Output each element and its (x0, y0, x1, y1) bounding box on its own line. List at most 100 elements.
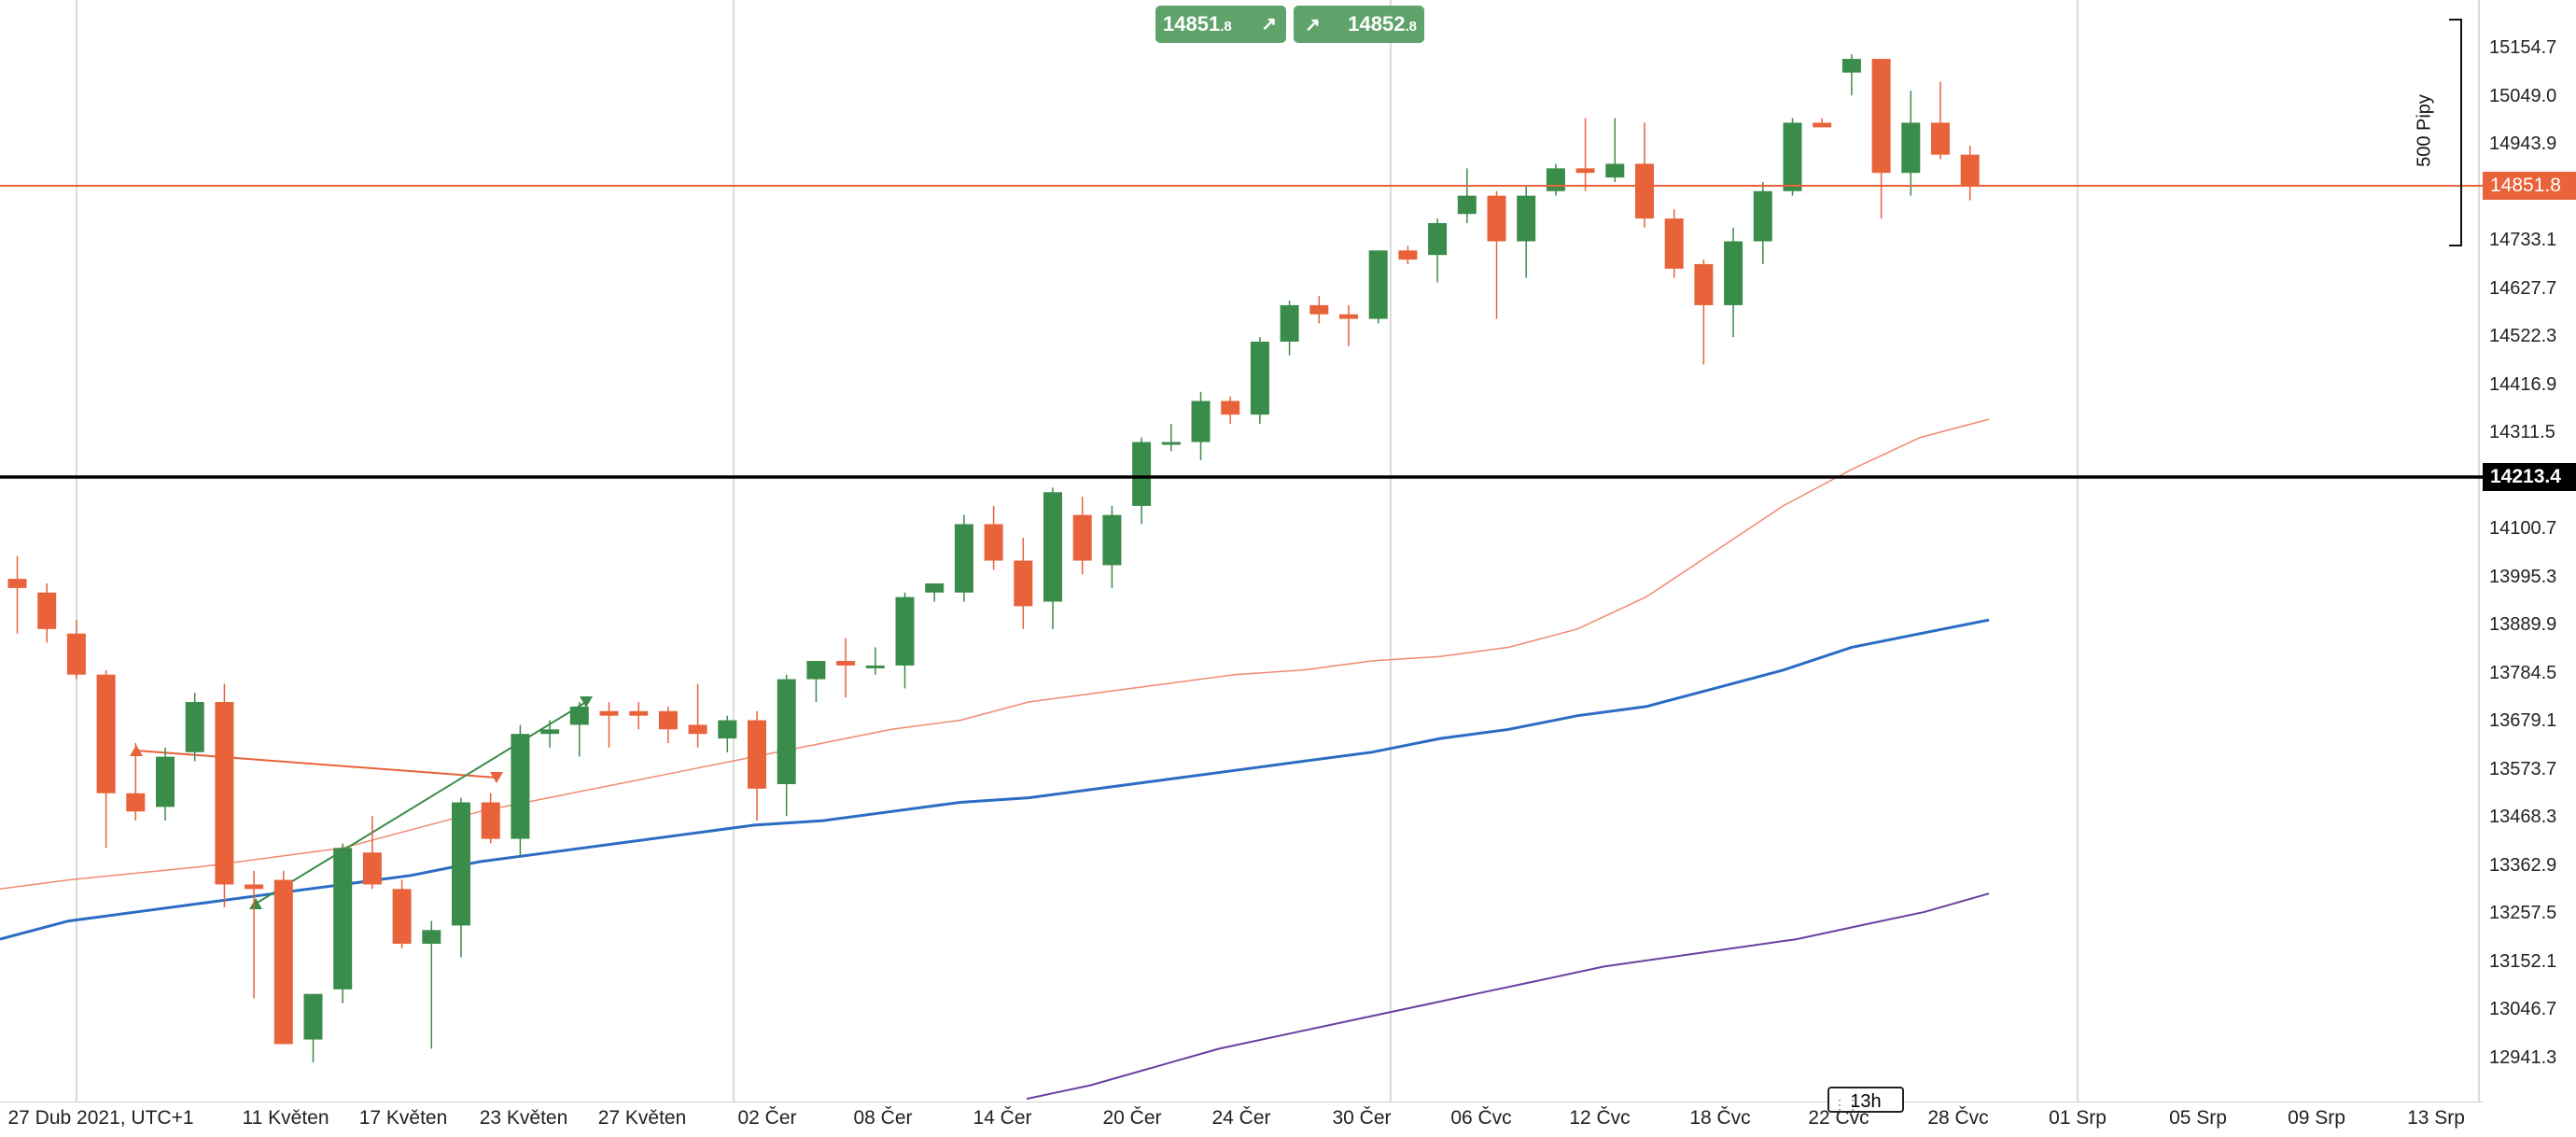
candle[interactable] (452, 797, 470, 958)
candle[interactable] (96, 669, 116, 849)
candle[interactable] (1309, 296, 1329, 324)
candle[interactable] (1546, 163, 1565, 196)
date-tick-label: 28 Čvc (1927, 1107, 1989, 1129)
candle[interactable] (37, 583, 57, 643)
candle[interactable] (7, 555, 27, 634)
date-tick-label: 24 Čer (1211, 1107, 1271, 1129)
candle[interactable] (1014, 538, 1033, 629)
candle[interactable] (984, 505, 1003, 570)
candle-body (1014, 560, 1033, 607)
candle[interactable] (895, 592, 915, 689)
candle[interactable] (777, 674, 796, 817)
candle[interactable] (865, 647, 885, 675)
candle-body (422, 930, 441, 944)
bull-marker-end (580, 696, 593, 708)
price-scale[interactable]: 15154.7 15049.0 14943.9 14733.1 14627.7 14522… (2478, 0, 2576, 1103)
candle[interactable] (215, 683, 234, 907)
candle[interactable] (1457, 168, 1477, 223)
pips-range-bracket[interactable] (2449, 19, 2462, 246)
price-tick-label: 13152.1 (2489, 950, 2557, 972)
candle[interactable] (599, 702, 619, 748)
candle[interactable] (658, 706, 678, 743)
timeframe-badge[interactable]: ⋮⋮ 13h (1827, 1087, 1904, 1113)
candle[interactable] (392, 879, 412, 948)
candle[interactable] (1635, 122, 1654, 228)
candle[interactable] (66, 620, 86, 680)
date-tick-label: 14 Čer (973, 1107, 1032, 1129)
candle-body (273, 879, 293, 1045)
candle[interactable] (718, 715, 737, 752)
candle[interactable] (629, 702, 649, 730)
candle-body (836, 661, 856, 666)
candle[interactable] (836, 638, 856, 698)
candle[interactable] (1605, 118, 1625, 182)
candle[interactable] (1280, 301, 1299, 356)
candle-body (954, 524, 973, 593)
candle[interactable] (1813, 118, 1832, 128)
arrow-up-right-icon: ↗ (1261, 14, 1277, 35)
candle-body (1931, 122, 1950, 155)
candle[interactable] (1102, 505, 1122, 588)
candle-body (1043, 492, 1062, 602)
candle[interactable] (156, 747, 175, 821)
candle[interactable] (1901, 91, 1921, 196)
candle[interactable] (422, 920, 441, 1049)
candle[interactable] (1931, 81, 1950, 160)
candle[interactable] (540, 720, 560, 748)
candle[interactable] (748, 710, 766, 821)
candle[interactable] (1428, 218, 1448, 283)
candle[interactable] (1043, 487, 1062, 629)
candle-body (1309, 304, 1329, 315)
candle[interactable] (1783, 118, 1802, 196)
candle[interactable] (362, 816, 382, 890)
candle[interactable] (245, 870, 264, 999)
candle[interactable] (1072, 497, 1092, 575)
candle[interactable] (1871, 59, 1891, 219)
candle-body (865, 665, 885, 668)
candle[interactable] (273, 870, 293, 1045)
candle[interactable] (1132, 437, 1152, 525)
bullish-trend-line[interactable] (255, 701, 587, 905)
candle[interactable] (1368, 250, 1388, 324)
candle[interactable] (1753, 181, 1772, 264)
candle[interactable] (333, 843, 353, 1004)
candle[interactable] (1398, 246, 1418, 264)
candle[interactable] (569, 702, 589, 757)
candle[interactable] (1664, 209, 1684, 278)
bearish-trend-line[interactable] (135, 750, 497, 779)
candle[interactable] (1339, 304, 1358, 346)
candle[interactable] (954, 514, 973, 602)
candle[interactable] (1724, 227, 1743, 338)
ask-price-main: 14852 (1348, 12, 1406, 35)
candle[interactable] (481, 793, 500, 844)
price-tick-label: 13784.5 (2489, 662, 2557, 683)
buy-price-button[interactable]: ↗ 14852.8 (1294, 6, 1424, 43)
candle[interactable] (688, 683, 707, 748)
candle-body (1635, 163, 1654, 219)
candle[interactable] (1575, 118, 1595, 191)
candle[interactable] (1841, 54, 1861, 96)
candle-body (1960, 154, 1980, 187)
candle-body (658, 710, 678, 730)
candle[interactable] (1487, 190, 1506, 319)
candle-body (1457, 195, 1477, 215)
timeframe-label: 13h (1850, 1091, 1882, 1112)
candle[interactable] (185, 693, 204, 762)
candle[interactable] (126, 742, 146, 821)
candle[interactable] (1517, 186, 1536, 278)
candle[interactable] (1161, 423, 1181, 452)
vertical-gridlines (76, 0, 2480, 1102)
candle[interactable] (1250, 337, 1269, 424)
candle[interactable] (1960, 145, 1980, 201)
candle-body (540, 729, 560, 735)
candle[interactable] (303, 993, 323, 1063)
candle[interactable] (806, 661, 826, 703)
candle[interactable] (1191, 391, 1211, 461)
candle[interactable] (511, 724, 530, 858)
candle[interactable] (925, 583, 945, 602)
candle-body (1517, 195, 1536, 242)
candle[interactable] (1221, 396, 1240, 424)
candle[interactable] (1694, 260, 1714, 365)
sell-price-button[interactable]: 14851.8 ↗ (1155, 6, 1286, 43)
